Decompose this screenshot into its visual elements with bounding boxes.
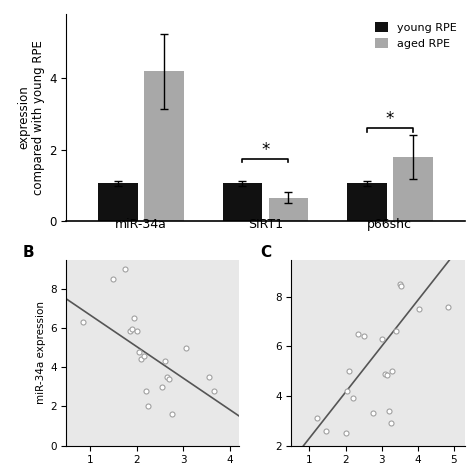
Point (378, 335, 385, 343)
Point (369, 410, 376, 417)
Point (128, 325, 136, 333)
Bar (98, 183, 138, 221)
Point (165, 375, 173, 383)
Point (322, 427, 329, 435)
Point (313, 414, 320, 422)
Bar (393, 157, 433, 221)
Text: C: C (260, 245, 272, 260)
Point (344, 387, 351, 395)
Point (135, 348, 143, 356)
Point (140, 352, 147, 359)
Point (158, 383, 166, 391)
Point (389, 367, 396, 375)
Legend: young RPE, aged RPE: young RPE, aged RPE (373, 20, 459, 51)
Y-axis label: expression
compared with young RPE: expression compared with young RPE (17, 40, 45, 195)
Point (133, 327, 140, 335)
Point (416, 305, 423, 313)
Text: *: * (386, 110, 394, 128)
Bar (144, 71, 184, 221)
Point (109, 275, 117, 283)
Point (137, 356, 145, 363)
Point (130, 315, 138, 322)
Point (346, 367, 353, 375)
Point (360, 333, 367, 340)
Point (168, 410, 175, 418)
Point (182, 344, 190, 351)
Point (392, 328, 400, 335)
Point (387, 419, 394, 427)
Point (79, 319, 87, 326)
Bar (269, 198, 309, 221)
Text: SIRT1: SIRT1 (248, 218, 283, 231)
Point (126, 327, 133, 335)
Text: B: B (23, 245, 35, 260)
Point (398, 282, 405, 290)
Point (142, 387, 150, 394)
Point (385, 407, 392, 415)
Point (145, 402, 152, 410)
Point (382, 370, 389, 377)
Text: p66shc: p66shc (367, 218, 412, 231)
Point (161, 357, 168, 365)
Bar (347, 183, 387, 221)
Point (396, 281, 403, 288)
Bar (222, 183, 262, 221)
Point (121, 265, 128, 273)
Text: miR-34a: miR-34a (115, 218, 167, 231)
Point (445, 303, 452, 310)
Point (163, 373, 171, 381)
Point (355, 330, 362, 338)
Point (383, 371, 391, 379)
Point (210, 387, 218, 394)
Point (342, 429, 349, 437)
Y-axis label: miR-34a expression: miR-34a expression (36, 301, 46, 404)
Point (205, 373, 213, 381)
Text: *: * (261, 140, 270, 158)
Point (349, 395, 356, 402)
